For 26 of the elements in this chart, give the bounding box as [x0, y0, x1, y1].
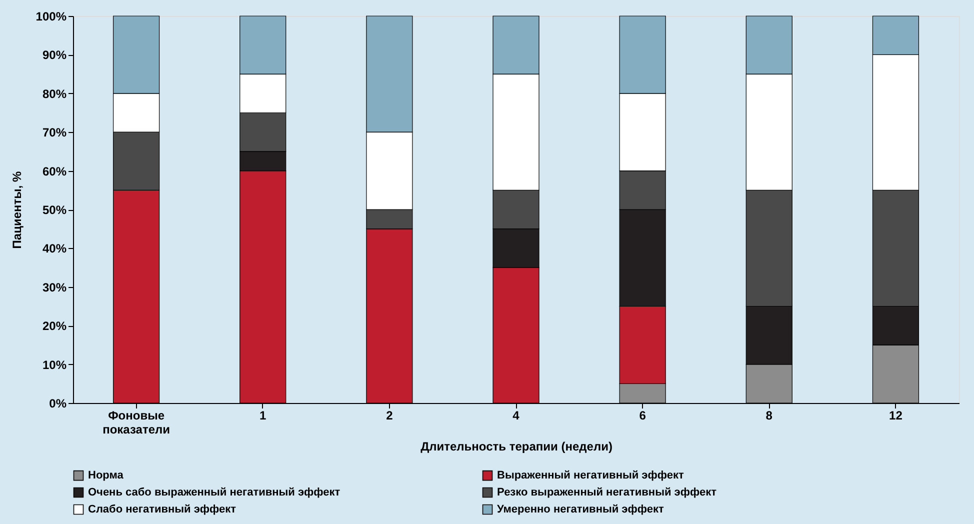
x-tick-label: 2 [386, 408, 394, 422]
y-tick-label: 80% [42, 86, 67, 101]
legend-label: Слабо негативный эффект [88, 504, 237, 516]
y-tick-label: 40% [42, 242, 67, 256]
y-tick-label: 20% [42, 319, 67, 334]
x-tick-label: 8 [766, 408, 773, 422]
x-tick-label: 1 [260, 408, 267, 422]
legend-label: Норма [88, 470, 124, 482]
x-tick-label: 12 [889, 408, 903, 422]
legend-label: Умеренно негативный эффект [497, 504, 664, 516]
y-tick-label: 50% [42, 203, 67, 217]
y-tick-label: 10% [42, 358, 67, 372]
legend-label: Выраженный негативный эффект [497, 470, 684, 482]
legend-label: Очень сабо выраженный негативный эффект [88, 486, 341, 498]
y-tick-label: 0% [49, 396, 67, 410]
y-tick-label: 90% [42, 48, 67, 62]
y-tick-label: 30% [42, 280, 67, 294]
legend-label: Резко выраженный негативный эффект [497, 486, 718, 498]
y-tick-label: 70% [42, 126, 67, 140]
y-axis-title: Пациенты, % [10, 170, 24, 249]
x-tick-label: Фоновые показатели [102, 408, 170, 436]
y-tick-label: 60% [42, 164, 67, 178]
y-tick-label: 100% [36, 10, 67, 24]
x-axis-title: Длительность терапии (недели) [420, 440, 612, 454]
x-tick-label: 6 [639, 408, 646, 422]
x-tick-label: 4 [512, 408, 520, 422]
